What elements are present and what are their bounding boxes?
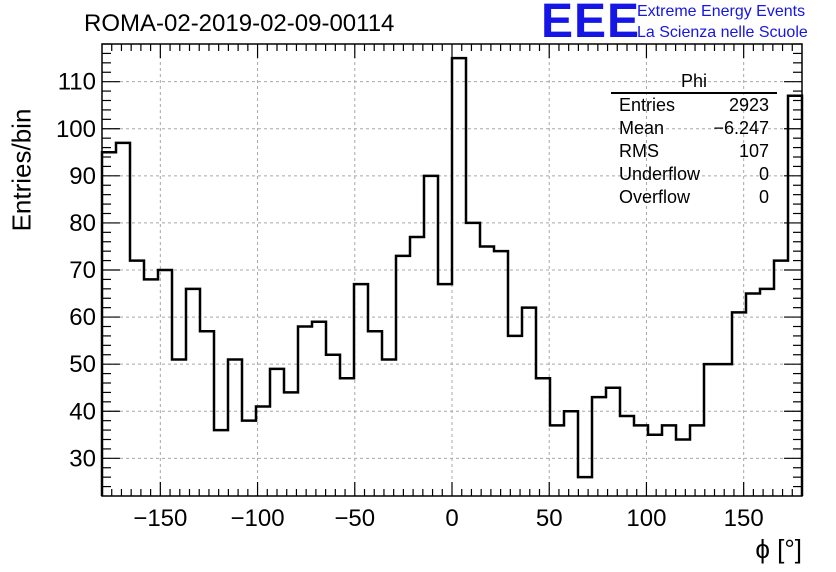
stats-title: Phi [611,70,777,94]
histogram-bar [620,416,634,496]
logo-line-1: Extreme Energy Events [637,3,806,20]
x-tick-label: −50 [334,505,375,532]
y-tick-label: 50 [69,351,96,378]
histogram-bar [326,355,340,496]
stats-value: 0 [758,164,769,184]
histogram-bar [284,392,298,496]
histogram-bar [690,425,704,496]
y-tick-label: 100 [56,116,96,143]
x-axis-label: ϕ [°] [755,534,802,564]
stats-row: RMS 107 [611,140,777,163]
histogram-bar [144,279,158,496]
y-tick-label: 110 [58,69,96,96]
histogram-bar [774,261,788,496]
histogram-bar [410,237,424,496]
stats-box: Phi Entries 2923 Mean −6.247 RMS 107 Und… [611,70,777,209]
histogram-bar [214,430,228,496]
histogram-bar [550,425,564,496]
histogram-bar [592,397,606,496]
stats-value: 0 [758,187,769,207]
y-tick-label: 80 [69,210,96,237]
histogram-bar [788,96,802,496]
y-axis-label-box: Entries/bin [4,108,40,232]
x-tick-label: 50 [536,505,563,532]
histogram-bar [424,176,438,496]
eee-logo: EEE [541,0,641,48]
x-tick-label: 0 [445,505,458,532]
axis-ticks [102,43,802,496]
stats-row: Overflow 0 [611,186,777,209]
histogram-bar [536,378,550,496]
histogram-bar [116,143,130,496]
histogram-bar [186,289,200,496]
histogram-bar [438,284,452,496]
y-tick-label: 60 [69,304,96,331]
chart-title: ROMA-02-2019-02-09-00114 [84,10,395,37]
histogram-bar [382,359,396,496]
tick-labels: −150 −100 −50 0 50 100 150 30 40 50 60 70 80 90 100 110 [56,69,764,532]
histogram-outline [100,56,804,496]
histogram-bar [368,331,382,496]
histogram-bar [200,331,214,496]
y-tick-label: 30 [69,445,96,472]
stats-row: Mean −6.247 [611,117,777,140]
x-tick-label: −100 [231,505,285,532]
histogram-bar [130,261,144,496]
histogram-bar [718,364,732,496]
histogram-bar [270,369,284,496]
histogram-bar [228,359,242,496]
logo-line-2: La Scienza nelle Scuole [637,24,808,41]
y-tick-label: 40 [69,398,96,425]
histogram-bar [452,58,466,496]
stats-label: Entries [619,95,676,115]
histogram-bar [354,284,368,496]
histogram-bar [606,388,620,496]
y-tick-label: 90 [69,163,96,190]
histogram-bar [494,251,508,496]
stats-label: Underflow [619,164,701,184]
histogram-bar [312,322,326,496]
stats-label: Overflow [619,187,691,207]
stats-row: Underflow 0 [611,163,777,186]
histogram-bar [760,289,774,496]
histogram-bar [662,425,676,496]
histogram-bar [396,256,410,496]
histogram-bar [340,378,354,496]
stats-label: Mean [619,118,665,138]
histogram-bar [676,440,690,497]
histogram-bar [578,477,592,496]
stats-value: 2923 [728,95,769,115]
histogram-bar [172,359,186,496]
histogram-bar [704,364,718,496]
histogram-bar [508,336,522,496]
y-tick-label: 70 [69,257,96,284]
histogram-bar [746,294,760,496]
histogram-bar [522,308,536,496]
y-axis-label: Entries/bin [6,108,37,232]
x-tick-label: 100 [626,505,666,532]
stats-value: −6.247 [713,118,769,138]
x-tick-label: 150 [724,505,764,532]
x-tick-label: −150 [133,505,187,532]
stats-row: Entries 2923 [611,94,777,117]
histogram-bar [466,223,480,496]
histogram-bar [648,435,662,496]
histogram-bar [564,411,578,496]
stats-value: 107 [738,141,769,161]
stats-label: RMS [619,141,659,161]
